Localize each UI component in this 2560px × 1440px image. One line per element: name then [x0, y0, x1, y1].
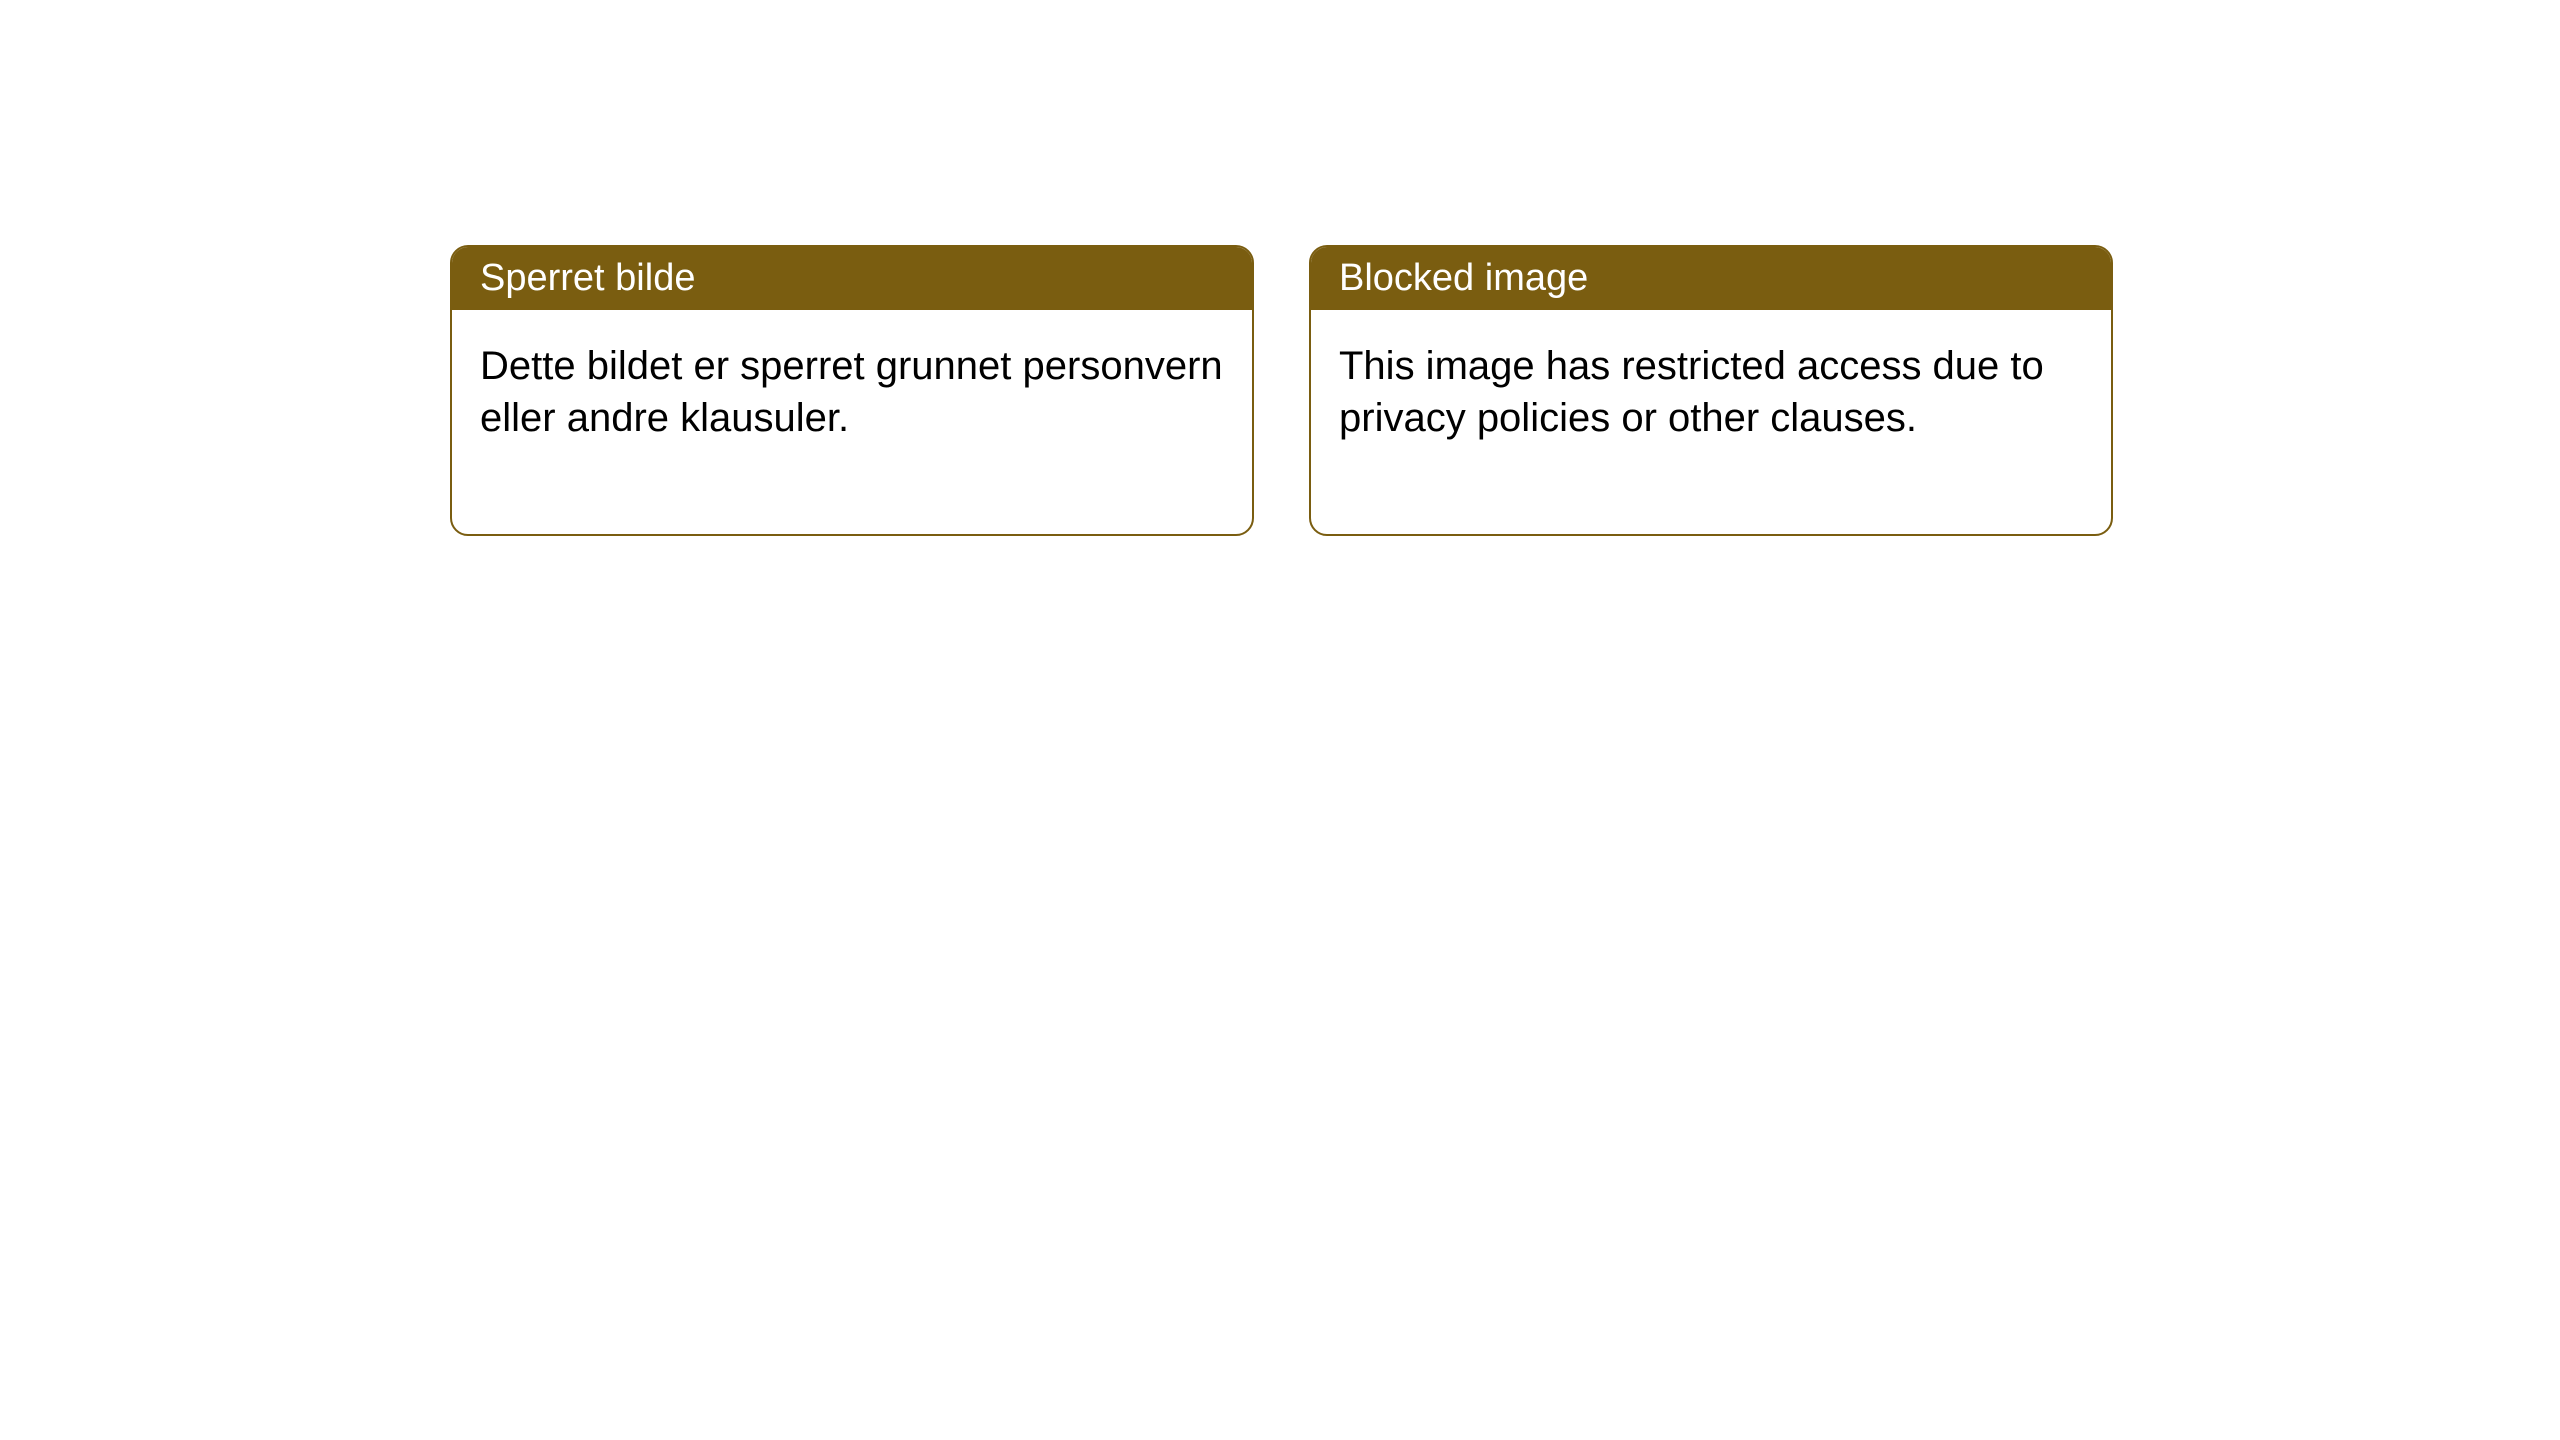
notice-card-title: Blocked image — [1339, 257, 1588, 299]
notice-card-header: Blocked image — [1311, 247, 2111, 310]
notice-cards-container: Sperret bilde Dette bildet er sperret gr… — [450, 245, 2113, 536]
notice-card-en: Blocked image This image has restricted … — [1309, 245, 2113, 536]
notice-card-body: This image has restricted access due to … — [1311, 310, 2111, 534]
notice-card-header: Sperret bilde — [452, 247, 1252, 310]
notice-card-text: This image has restricted access due to … — [1339, 344, 2044, 440]
notice-card-body: Dette bildet er sperret grunnet personve… — [452, 310, 1252, 534]
notice-card-no: Sperret bilde Dette bildet er sperret gr… — [450, 245, 1254, 536]
notice-card-text: Dette bildet er sperret grunnet personve… — [480, 344, 1223, 440]
notice-card-title: Sperret bilde — [480, 257, 695, 299]
